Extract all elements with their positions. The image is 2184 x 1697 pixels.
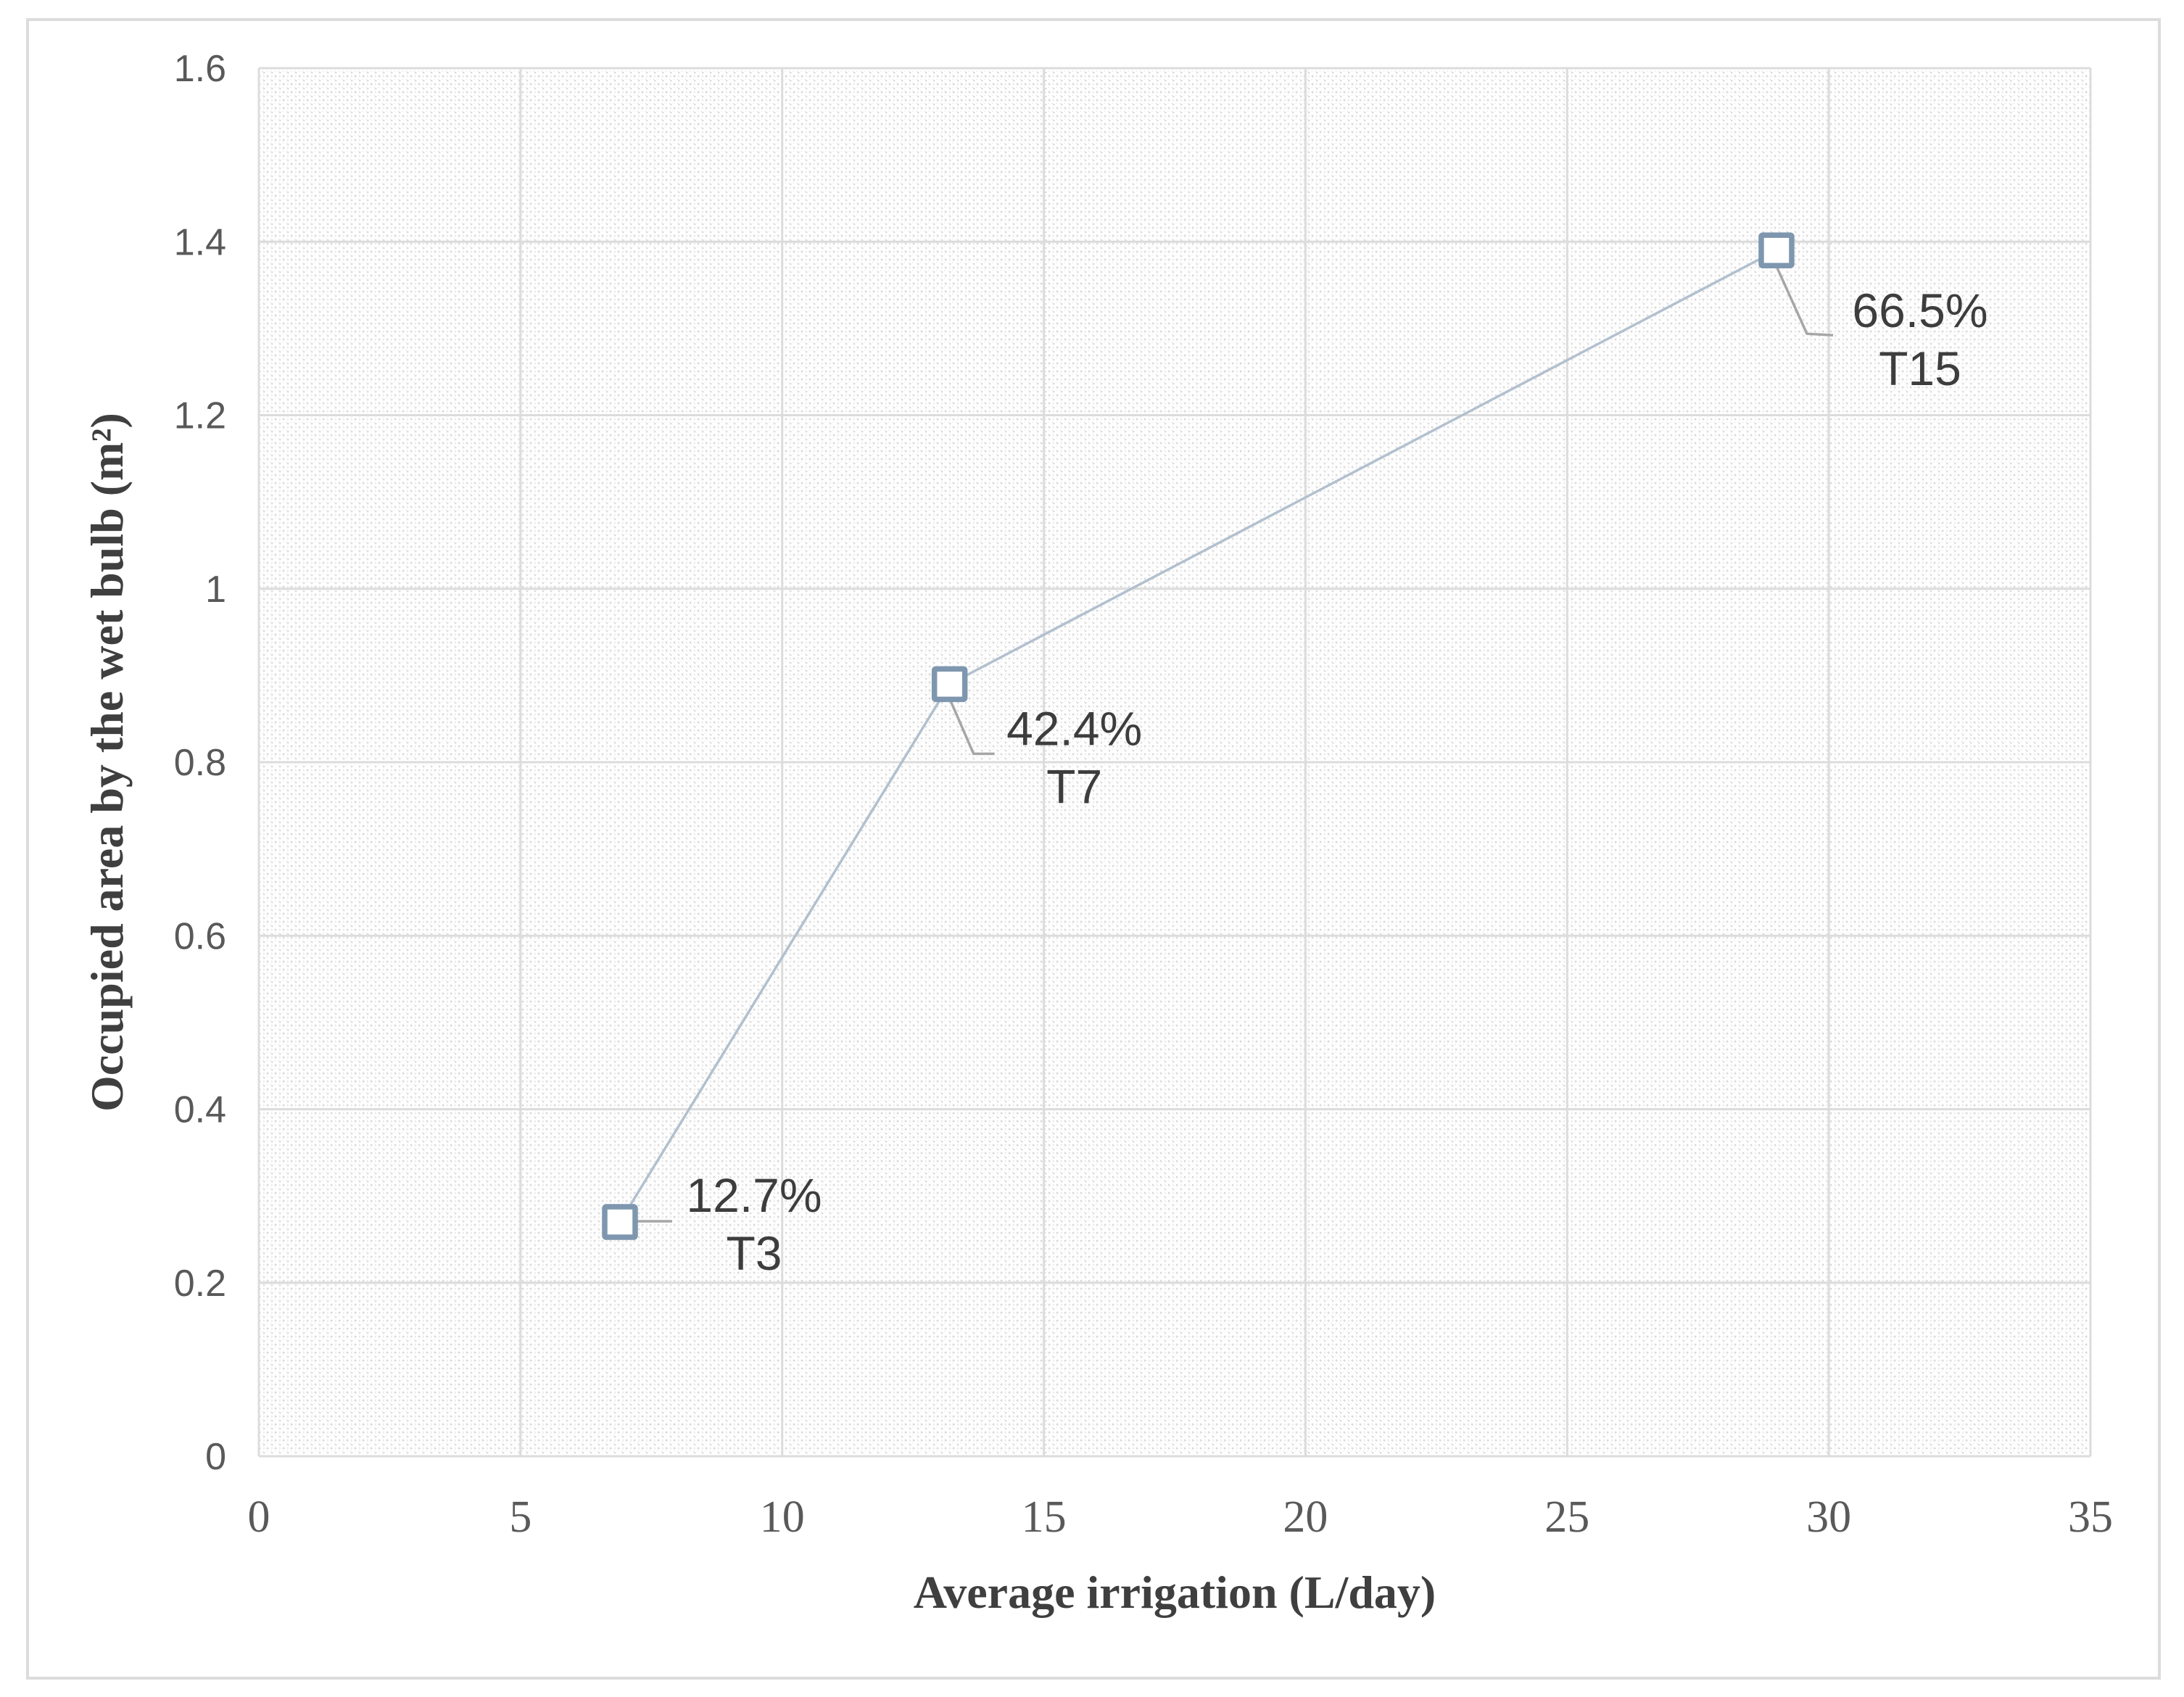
leader-line <box>1775 265 1834 336</box>
x-axis-title: Average irrigation (L/day) <box>913 1566 1436 1618</box>
y-axis-title: Occupied area by the wet bulb (m²) <box>81 413 133 1112</box>
y-tick-label: 0.4 <box>174 1089 226 1131</box>
data-point-marker <box>602 1204 638 1240</box>
y-tick-label: 0 <box>205 1436 226 1478</box>
x-tick-label: 5 <box>509 1492 531 1542</box>
data-label-treatment: T15 <box>1879 342 1961 395</box>
data-label-percent: 12.7% <box>686 1168 822 1222</box>
y-tick-label: 0.6 <box>174 915 226 957</box>
y-tick-label: 1 <box>205 569 226 611</box>
y-tick-label: 1.2 <box>174 395 226 437</box>
x-tick-label: 10 <box>760 1492 805 1542</box>
data-point-marker <box>931 666 968 703</box>
y-tick-label: 1.4 <box>174 221 226 263</box>
data-label-treatment: T3 <box>726 1226 782 1280</box>
data-label-percent: 66.5% <box>1852 284 1987 337</box>
data-point-markers <box>602 232 1795 1240</box>
data-label-percent: 42.4% <box>1006 701 1142 755</box>
y-tick-label: 0.2 <box>174 1263 226 1305</box>
gridlines <box>257 67 2092 1458</box>
chart-border-frame <box>26 18 2161 1680</box>
data-labels: 12.7%T3 42.4%T7 66.5%T15 <box>686 284 1987 1280</box>
y-tick-label: 0.8 <box>174 742 226 784</box>
x-axis-tick-labels: 0 5 10 15 20 25 30 35 <box>248 1492 2114 1542</box>
x-tick-label: 15 <box>1022 1492 1067 1542</box>
leader-line <box>948 698 995 756</box>
data-label-treatment: T7 <box>1046 759 1102 813</box>
x-tick-label: 25 <box>1544 1492 1589 1542</box>
x-tick-label: 0 <box>248 1492 270 1542</box>
y-axis-tick-labels: 0 0.2 0.4 0.6 0.8 1 1.2 1.4 1.6 <box>174 48 226 1478</box>
x-tick-label: 20 <box>1283 1492 1328 1542</box>
y-tick-label: 1.6 <box>174 48 226 90</box>
x-tick-label: 30 <box>1806 1492 1851 1542</box>
data-point-marker <box>1758 232 1795 268</box>
x-tick-label: 35 <box>2068 1492 2113 1542</box>
